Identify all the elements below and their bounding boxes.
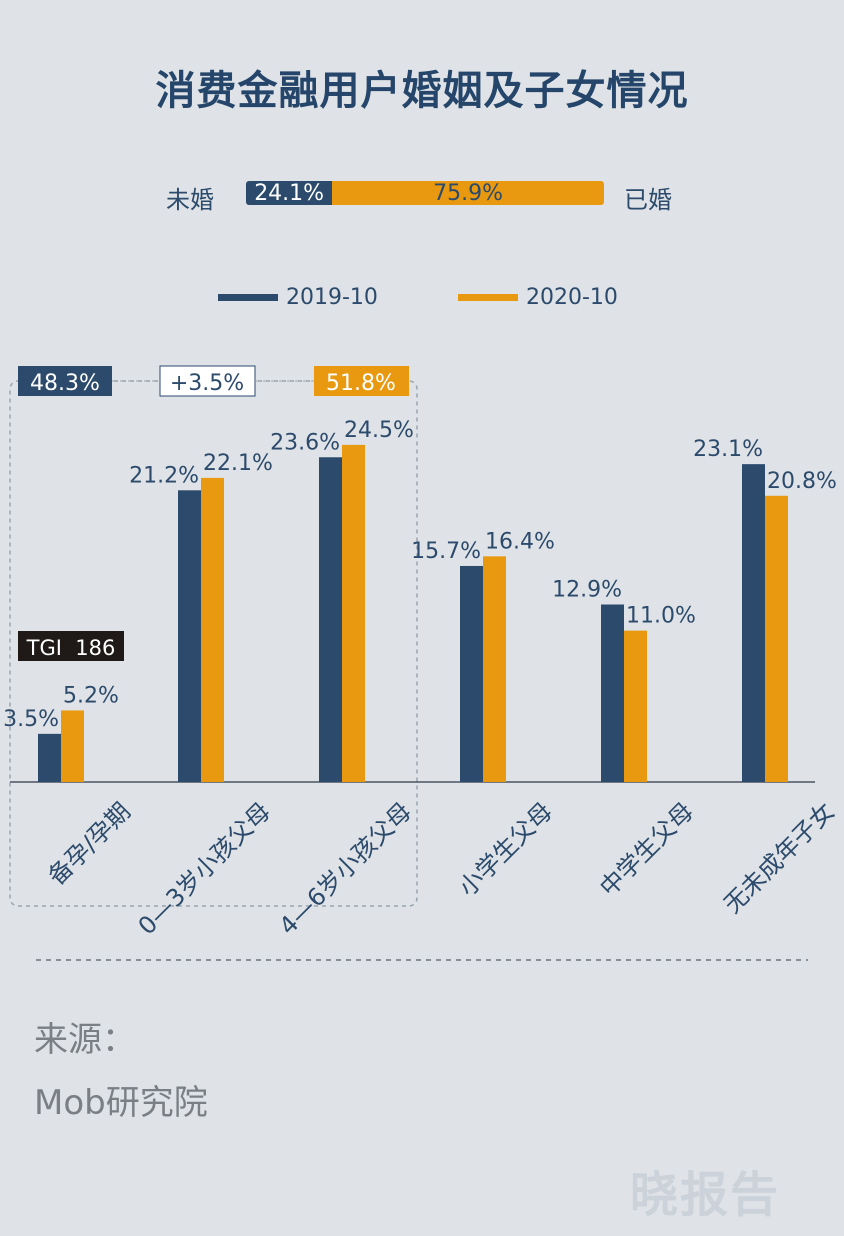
annotation-total-2019: 48.3%	[18, 366, 112, 396]
category-label: 备孕/孕期	[43, 797, 136, 890]
source-label: 来源：	[34, 1020, 136, 1060]
bar-2019-10-1	[178, 490, 201, 782]
data-label: 22.1%	[203, 451, 273, 476]
category-label: 4—6岁小孩父母	[274, 797, 417, 940]
category-label: 中学生父母	[594, 797, 699, 902]
legend-swatch-2020	[458, 294, 518, 301]
bar-2019-10-5	[742, 464, 765, 782]
unmarried-label: 未婚	[166, 186, 214, 214]
data-label: 20.8%	[767, 469, 837, 494]
category-label: 小学生父母	[453, 797, 558, 902]
source-name: Mob研究院	[34, 1083, 208, 1123]
data-label: 16.4%	[485, 529, 555, 554]
data-label: 23.1%	[693, 437, 763, 462]
tgi-badge: TGI 186	[18, 631, 124, 661]
marital-status-bar: 未婚 24.1% 75.9% 已婚	[0, 178, 844, 215]
data-label: 21.2%	[129, 463, 199, 488]
marital-split-bar: 24.1% 75.9%	[246, 181, 604, 206]
data-label: 23.6%	[270, 430, 340, 455]
bar-2019-10-0	[38, 733, 61, 782]
data-label: 3.5%	[3, 707, 59, 732]
chart-title: 消费金融用户婚姻及子女情况	[155, 68, 689, 114]
legend-label-2020: 2020-10	[526, 285, 618, 310]
bar-2019-10-2	[319, 457, 342, 782]
bar-2019-10-4	[601, 604, 624, 782]
bar-2020-10-2	[342, 444, 365, 782]
bar-2020-10-0	[61, 710, 84, 782]
bar-2020-10-3	[483, 556, 506, 782]
married-label: 已婚	[624, 186, 672, 214]
bar-2019-10-3	[460, 565, 483, 782]
married-segment: 75.9%	[332, 181, 604, 206]
bar-2020-10-5	[765, 495, 788, 782]
data-label: 15.7%	[411, 539, 481, 564]
bar-2020-10-1	[201, 477, 224, 782]
category-label: 无未成年子女	[718, 797, 840, 919]
change-text: +3.5%	[170, 371, 244, 396]
total-2020-text: 51.8%	[326, 371, 396, 396]
data-label: 24.5%	[344, 418, 414, 443]
bar-2020-10-4	[624, 630, 647, 782]
annotation-total-2020: 51.8%	[314, 366, 409, 396]
legend-swatch-2019	[218, 294, 278, 301]
unmarried-segment: 24.1%	[246, 181, 333, 206]
data-label: 5.2%	[63, 683, 119, 708]
category-label: 0—3岁小孩父母	[133, 797, 276, 940]
data-label: 11.0%	[626, 604, 696, 629]
watermark: 晓报告	[630, 1167, 781, 1223]
data-label: 12.9%	[552, 577, 622, 602]
legend-label-2019: 2019-10	[286, 285, 378, 310]
legend-item-2020: 2020-10	[458, 285, 618, 310]
tgi-text: TGI 186	[26, 636, 116, 660]
annotation-change: +3.5%	[159, 365, 256, 397]
legend: 2019-10 2020-10	[0, 285, 844, 315]
total-2019-text: 48.3%	[30, 371, 100, 396]
legend-item-2019: 2019-10	[218, 285, 378, 310]
